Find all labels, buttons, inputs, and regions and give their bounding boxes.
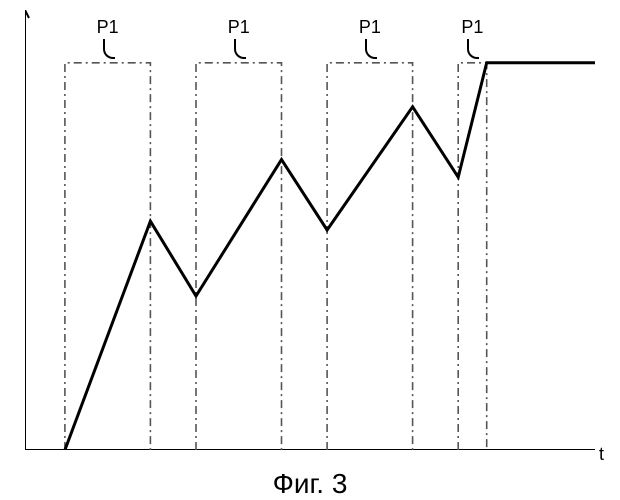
pulse-label-leader: [467, 39, 479, 59]
x-axis-label: t: [599, 444, 604, 465]
figure-caption: Фиг. 3: [0, 468, 620, 500]
figure-3: t Фиг. 3 P1 P1 P1 P1: [0, 0, 620, 500]
pulse-label: P1: [97, 17, 119, 38]
plot-area: [25, 10, 595, 450]
plot-svg: [25, 10, 595, 450]
pulse-label: P1: [461, 17, 483, 38]
pulse-label: P1: [359, 17, 381, 38]
pulse-label: P1: [228, 17, 250, 38]
